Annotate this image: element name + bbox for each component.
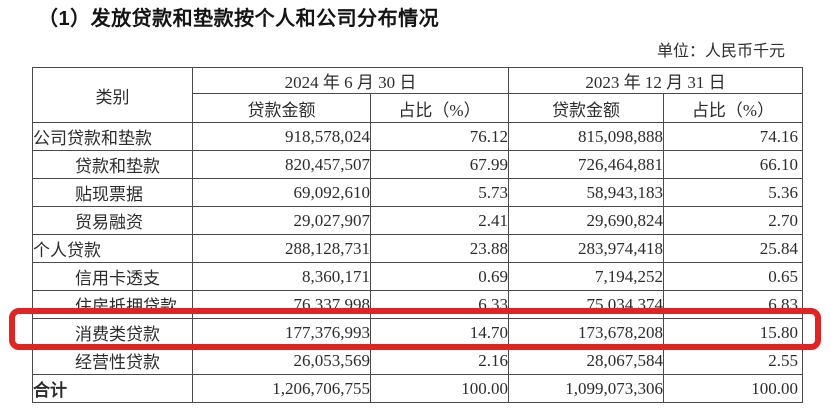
pct-2023: 6.83 [663, 290, 803, 319]
pct-2023: 74.16 [663, 122, 803, 151]
row-category: 信用卡透支 [32, 262, 193, 291]
row-category: 公司贷款和垫款 [32, 122, 193, 151]
row-category: 住房抵押贷款 [32, 290, 193, 319]
amount-2023: 1,099,073,306 [508, 374, 664, 403]
pct-2023: 100.00 [663, 374, 803, 403]
pct-2024: 23.88 [370, 234, 509, 263]
column-header-pct-2024: 占比（%） [370, 93, 509, 123]
column-header-amount-2023: 贷款金额 [508, 93, 664, 123]
loan-distribution-table: 类别 2024 年 6 月 30 日 2023 年 12 月 31 日 贷款金额… [32, 67, 803, 403]
row-category: 合计 [32, 374, 193, 403]
row-category: 个人贷款 [32, 234, 193, 263]
amount-2023: 726,464,881 [508, 150, 664, 179]
pct-2024: 2.16 [370, 346, 509, 375]
column-header-pct-2023: 占比（%） [663, 93, 803, 123]
amount-2024: 8,360,171 [192, 262, 371, 291]
table-row-highlighted: 消费类贷款 177,376,993 14.70 173,678,208 15.8… [32, 318, 803, 347]
amount-2023: 815,098,888 [508, 122, 664, 151]
table-row: 经营性贷款 26,053,569 2.16 28,067,584 2.55 [32, 346, 803, 375]
amount-2024: 177,376,993 [192, 318, 371, 347]
pct-2024: 5.73 [370, 178, 509, 207]
row-category: 贷款和垫款 [32, 150, 193, 179]
row-category: 消费类贷款 [32, 318, 193, 347]
pct-2023: 66.10 [663, 150, 803, 179]
amount-2024: 288,128,731 [192, 234, 371, 263]
row-category: 贴现票据 [32, 178, 193, 207]
pct-2023: 0.65 [663, 262, 803, 291]
table-row: 住房抵押贷款 76,337,998 6.33 75,034,374 6.83 [32, 290, 803, 319]
pct-2024: 14.70 [370, 318, 509, 347]
amount-2023: 75,034,374 [508, 290, 664, 319]
table-row-total: 合计 1,206,706,755 100.00 1,099,073,306 10… [32, 374, 803, 403]
amount-2024: 26,053,569 [192, 346, 371, 375]
pct-2024: 100.00 [370, 374, 509, 403]
unit-note: 单位：人民币千元 [656, 43, 785, 60]
table-row: 贴现票据 69,092,610 5.73 58,943,183 5.36 [32, 178, 803, 207]
pct-2024: 2.41 [370, 206, 509, 235]
table-row: 贸易融资 29,027,907 2.41 29,690,824 2.70 [32, 206, 803, 235]
amount-2023: 28,067,584 [508, 346, 664, 375]
amount-2024: 29,027,907 [192, 206, 371, 235]
table-row: 公司贷款和垫款 918,578,024 76.12 815,098,888 74… [32, 122, 803, 151]
column-header-category: 类别 [32, 67, 193, 123]
column-group-2023: 2023 年 12 月 31 日 [508, 67, 803, 94]
amount-2023: 283,974,418 [508, 234, 664, 263]
amount-2024: 76,337,998 [192, 290, 371, 319]
pct-2024: 67.99 [370, 150, 509, 179]
column-group-2024: 2024 年 6 月 30 日 [192, 67, 509, 94]
pct-2024: 76.12 [370, 122, 509, 151]
column-header-amount-2024: 贷款金额 [192, 93, 371, 123]
amount-2023: 173,678,208 [508, 318, 664, 347]
header-row-measures: 贷款金额 占比（%） 贷款金额 占比（%） [33, 93, 803, 123]
amount-2023: 29,690,824 [508, 206, 664, 235]
table-row: 个人贷款 288,128,731 23.88 283,974,418 25.84 [32, 234, 803, 263]
table-row: 贷款和垫款 820,457,507 67.99 726,464,881 66.1… [32, 150, 803, 179]
table-row: 信用卡透支 8,360,171 0.69 7,194,252 0.65 [32, 262, 803, 291]
pct-2023: 2.70 [663, 206, 803, 235]
amount-2024: 1,206,706,755 [192, 374, 371, 403]
pct-2023: 5.36 [663, 178, 803, 207]
header-row-dates: 类别 2024 年 6 月 30 日 2023 年 12 月 31 日 [32, 67, 803, 123]
amount-2023: 7,194,252 [508, 262, 664, 291]
pct-2023: 2.55 [663, 346, 803, 375]
pct-2024: 6.33 [370, 290, 509, 319]
pct-2024: 0.69 [370, 262, 509, 291]
amount-2024: 820,457,507 [192, 150, 371, 179]
page-title: （1）发放贷款和垫款按个人和公司分布情况 [38, 8, 440, 30]
amount-2024: 918,578,024 [192, 122, 371, 151]
amount-2023: 58,943,183 [508, 178, 664, 207]
row-category: 贸易融资 [32, 206, 193, 235]
pct-2023: 15.80 [663, 318, 803, 347]
row-category: 经营性贷款 [32, 346, 193, 375]
amount-2024: 69,092,610 [192, 178, 371, 207]
pct-2023: 25.84 [663, 234, 803, 263]
